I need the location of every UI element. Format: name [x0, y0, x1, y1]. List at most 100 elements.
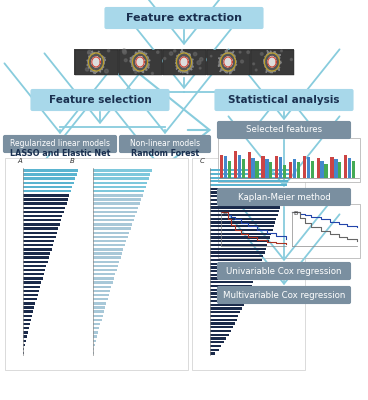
Bar — [210, 300, 245, 302]
Bar — [210, 266, 259, 268]
Text: Random Forest: Random Forest — [131, 148, 199, 158]
Bar — [210, 240, 269, 242]
Text: B: B — [70, 158, 75, 164]
FancyBboxPatch shape — [4, 136, 117, 152]
Bar — [251, 50, 294, 74]
Bar — [210, 195, 284, 198]
FancyBboxPatch shape — [217, 188, 350, 206]
Polygon shape — [136, 56, 145, 67]
Text: B: B — [294, 211, 298, 216]
Bar — [210, 259, 262, 261]
Bar — [234, 151, 237, 178]
Bar — [330, 157, 334, 178]
Bar — [74, 49, 294, 75]
Bar — [23, 206, 65, 209]
Circle shape — [151, 72, 153, 74]
Polygon shape — [220, 54, 235, 70]
Bar — [210, 319, 237, 321]
Bar — [210, 236, 270, 238]
Circle shape — [88, 50, 91, 54]
Bar — [210, 292, 248, 295]
Bar — [163, 50, 205, 74]
Bar — [23, 169, 78, 172]
Bar — [23, 186, 72, 188]
Bar — [93, 223, 132, 226]
Bar — [307, 157, 310, 178]
Circle shape — [247, 51, 250, 54]
Bar — [210, 334, 229, 336]
Bar — [93, 219, 134, 222]
Bar — [210, 296, 247, 298]
Bar — [23, 290, 39, 292]
Bar — [93, 336, 97, 338]
Bar — [93, 252, 122, 255]
Bar — [93, 206, 138, 209]
Bar — [210, 176, 290, 179]
Bar — [255, 160, 259, 178]
Circle shape — [261, 52, 263, 55]
Bar — [93, 261, 119, 263]
Bar — [23, 310, 33, 313]
Bar — [210, 180, 289, 182]
Bar — [118, 50, 162, 74]
Bar — [93, 227, 131, 230]
Text: Selected features: Selected features — [246, 126, 322, 134]
Bar — [93, 215, 135, 217]
Bar — [210, 311, 240, 313]
Bar — [93, 315, 103, 317]
Circle shape — [169, 52, 173, 55]
Bar — [93, 202, 139, 205]
Bar — [206, 50, 250, 74]
Bar — [293, 159, 296, 178]
Bar — [23, 331, 28, 334]
Bar — [23, 215, 63, 217]
Bar — [23, 182, 74, 184]
Bar — [220, 154, 223, 178]
FancyBboxPatch shape — [105, 8, 263, 28]
FancyBboxPatch shape — [217, 262, 350, 280]
Circle shape — [124, 59, 127, 62]
Bar — [93, 348, 95, 350]
Bar — [93, 256, 121, 259]
Bar — [23, 327, 29, 330]
Bar — [238, 154, 241, 178]
Text: Statistical analysis: Statistical analysis — [228, 95, 340, 105]
Bar — [93, 273, 115, 276]
FancyBboxPatch shape — [215, 90, 353, 110]
Circle shape — [189, 70, 190, 71]
Polygon shape — [268, 56, 276, 67]
Bar — [93, 327, 99, 330]
Bar — [210, 229, 273, 231]
Bar — [23, 319, 31, 321]
Bar — [23, 256, 49, 259]
Polygon shape — [263, 50, 282, 73]
Bar — [23, 352, 24, 354]
Polygon shape — [177, 53, 191, 70]
Bar — [93, 306, 105, 309]
Bar — [74, 50, 117, 74]
Bar — [210, 251, 265, 254]
Polygon shape — [180, 57, 188, 67]
Bar — [210, 278, 255, 280]
Circle shape — [123, 49, 126, 53]
Bar — [23, 198, 68, 201]
Circle shape — [105, 69, 108, 73]
Bar — [241, 159, 245, 178]
FancyBboxPatch shape — [217, 122, 350, 138]
Bar — [23, 277, 43, 280]
Bar — [210, 210, 279, 212]
Bar — [344, 154, 347, 178]
Bar — [93, 294, 109, 296]
Circle shape — [135, 71, 137, 73]
Bar — [210, 192, 285, 194]
Bar — [93, 298, 107, 300]
Circle shape — [290, 58, 293, 60]
Bar — [23, 315, 32, 317]
Bar — [23, 323, 30, 325]
Circle shape — [157, 51, 159, 53]
Bar — [93, 244, 125, 246]
Bar — [23, 236, 56, 238]
Bar — [23, 211, 64, 213]
Bar — [23, 286, 40, 288]
Bar — [93, 186, 146, 188]
